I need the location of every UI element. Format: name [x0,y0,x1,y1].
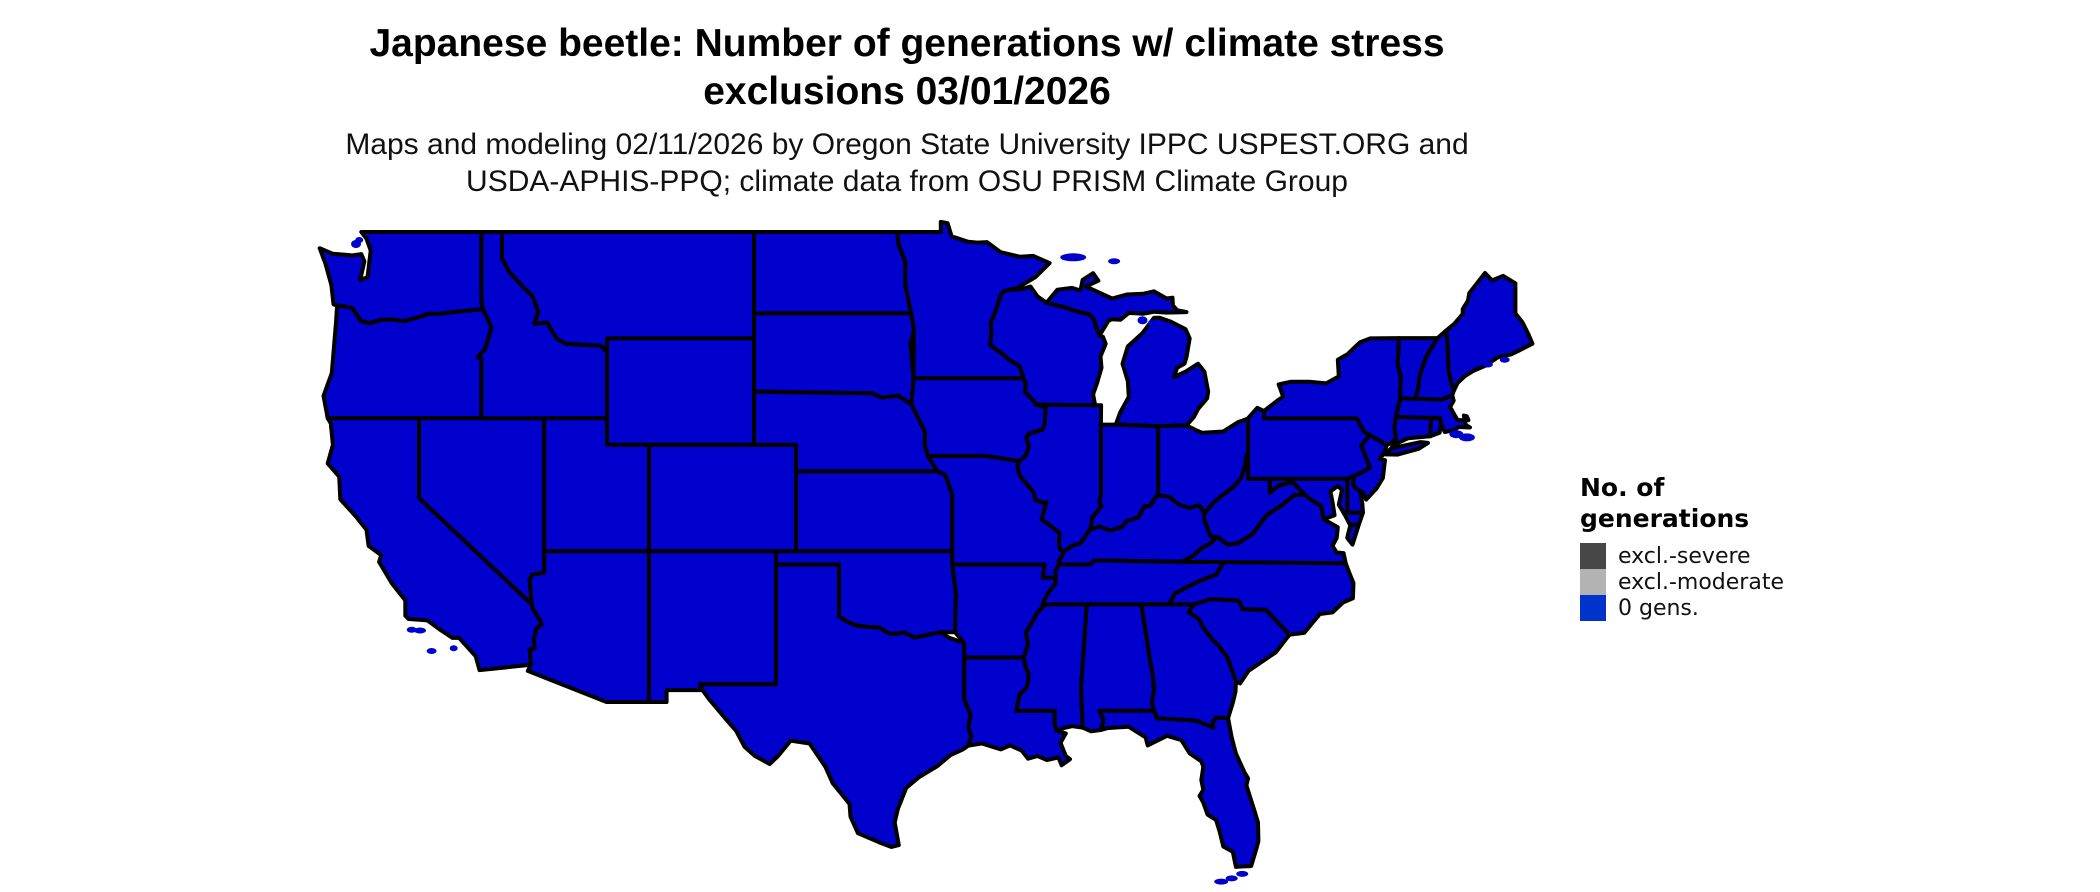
page-title-line2: exclusions 03/01/2026 [703,70,1111,113]
island-speck [1449,430,1464,439]
page-subtitle: Maps and modeling 02/11/2026 by Oregon S… [0,126,1814,200]
island-speck [1499,356,1510,363]
state-north-carolina [1166,559,1356,637]
legend-row-excl-moderate: excl.-moderate [1580,569,1880,595]
island-speck [1137,316,1148,325]
state-maryland [1267,476,1365,528]
legend-title-line2: generations [1580,504,1750,533]
island-speck [1147,320,1156,326]
legend-title: No. of generations [1580,472,1880,534]
legend: No. of generations excl.-severe excl.-mo… [1580,472,1880,621]
state-mississippi [1014,602,1089,733]
island-speck [1225,875,1238,882]
state-oregon [321,303,494,421]
state-kansas [794,469,955,554]
state-michigan [1113,315,1211,429]
island-speck [414,627,426,634]
state-maine [1444,271,1535,392]
page-subtitle-line2: USDA-APHIS-PPQ; climate data from OSU PR… [466,165,1348,198]
page-title: Japanese beetle: Number of generations w… [0,20,1814,116]
island-speck [1214,878,1229,885]
island-speck [1482,361,1493,368]
legend-row-0-gens: 0 gens. [1580,595,1880,621]
state-new-jersey [1351,433,1389,502]
page-title-line1: Japanese beetle: Number of generations w… [369,22,1445,65]
legend-swatch-excl-moderate [1580,569,1606,595]
legend-title-line1: No. of [1580,473,1665,502]
legend-label-excl-moderate: excl.-moderate [1618,569,1784,595]
island-speck [355,237,364,243]
legend-row-excl-severe: excl.-severe [1580,543,1880,569]
legend-label-0-gens: 0 gens. [1618,595,1699,621]
state-florida [1097,708,1261,869]
legend-label-excl-severe: excl.-severe [1618,543,1751,569]
legend-rows: excl.-severe excl.-moderate 0 gens. [1580,543,1880,621]
state-new-york-long-island [1382,440,1430,457]
state-arizona [525,549,651,704]
island-speck [1108,258,1121,265]
state-virginia-e-shore [1345,522,1361,547]
legend-swatch-excl-severe [1580,543,1606,569]
island-speck [449,645,458,652]
island-speck [1060,253,1087,262]
state-texas [698,562,974,849]
state-colorado [647,442,798,554]
page-subtitle-line1: Maps and modeling 02/11/2026 by Oregon S… [345,128,1469,161]
state-wyoming [605,336,756,447]
state-new-mexico [647,549,778,704]
island-speck [426,648,437,654]
legend-swatch-0-gens [1580,595,1606,621]
island-speck [1236,870,1249,877]
state-michigan-up [1044,271,1189,338]
state-north-dakota [752,230,914,316]
